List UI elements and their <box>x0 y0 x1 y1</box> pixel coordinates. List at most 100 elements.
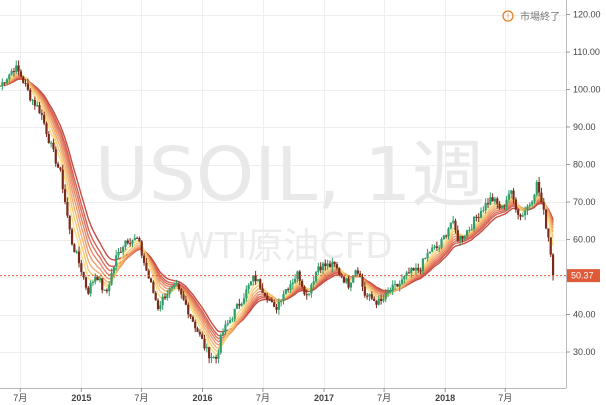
candle-body <box>142 255 146 263</box>
candle-body <box>145 262 148 271</box>
candle-body <box>208 347 211 359</box>
candle-body <box>210 357 213 359</box>
candle-body <box>526 206 529 211</box>
candle-body <box>442 235 445 240</box>
candle-body <box>82 271 85 278</box>
candle-body <box>240 303 243 306</box>
x-tick-label: 7月 <box>498 393 512 403</box>
ema-line <box>0 74 554 350</box>
candle-body <box>84 277 88 288</box>
candle-body <box>180 289 183 295</box>
candle-body <box>22 76 25 83</box>
y-tick-label: 70.00 <box>573 197 596 207</box>
candle-body <box>482 210 485 212</box>
candle-body <box>105 289 108 292</box>
candle-body <box>312 281 315 285</box>
candle-body <box>233 309 236 320</box>
candle-body <box>175 284 178 286</box>
candle-body <box>470 228 473 230</box>
candle-body <box>91 281 95 284</box>
candle-body <box>191 316 194 322</box>
candle-body <box>1 82 4 86</box>
candle-body <box>489 197 492 205</box>
candle-body <box>112 266 115 274</box>
candle-body <box>63 189 67 202</box>
candle-body <box>15 65 18 73</box>
candle-body <box>531 201 534 205</box>
candle-body <box>475 216 478 218</box>
candle-body <box>368 294 371 297</box>
candle-body <box>289 284 292 290</box>
candle-body <box>3 82 6 84</box>
candle-body <box>463 235 466 239</box>
candle-body <box>38 105 41 114</box>
candle-body <box>66 201 69 216</box>
candle-body <box>398 283 401 287</box>
candle-body <box>519 214 522 217</box>
candle-body <box>386 291 390 293</box>
candle-body <box>280 300 283 302</box>
y-tick-label: 100.00 <box>573 85 601 95</box>
candle-body <box>438 247 441 249</box>
candle-body <box>456 230 459 241</box>
candle-body <box>108 284 111 292</box>
candle-body <box>331 261 334 268</box>
candle-body <box>517 209 520 215</box>
candle-body <box>194 321 197 329</box>
candle-body <box>324 263 327 267</box>
market-status-label: 市場終了 <box>520 10 560 23</box>
candle-body <box>377 298 380 305</box>
candle-body <box>287 289 290 291</box>
candle-body <box>122 246 125 253</box>
candle-body <box>486 203 490 205</box>
candle-body <box>426 253 429 259</box>
y-tick-label: 80.00 <box>573 160 596 170</box>
candle-body <box>342 276 346 283</box>
candle-body <box>379 298 383 301</box>
candle-body <box>307 293 311 295</box>
market-status[interactable]: ! 市場終了 <box>502 10 560 23</box>
candle-body <box>201 334 204 339</box>
candle-body <box>117 251 120 256</box>
candle-body <box>449 222 452 229</box>
candle-body <box>540 192 543 203</box>
candle-body <box>98 278 102 281</box>
candle-body <box>421 258 425 271</box>
candle-body <box>419 270 422 272</box>
candle-body <box>228 320 232 324</box>
candle-body <box>0 85 2 87</box>
candle-body <box>345 278 348 283</box>
candle-body <box>382 299 385 301</box>
candle-body <box>252 275 255 282</box>
candle-body <box>396 283 399 287</box>
candle-body <box>126 240 129 244</box>
candle-body <box>454 220 457 231</box>
candle-body <box>300 280 304 287</box>
candle-body <box>87 287 90 294</box>
candle-body <box>77 251 81 264</box>
candle-body <box>498 203 501 209</box>
candle-body <box>219 335 222 353</box>
candle-body <box>384 292 387 300</box>
candle-body <box>166 293 169 299</box>
candle-body <box>129 243 132 245</box>
candle-body <box>189 314 192 317</box>
candle-body <box>259 279 262 289</box>
candle-body <box>303 286 306 295</box>
candle-body <box>459 236 462 241</box>
candle-body <box>528 204 531 207</box>
x-tick-label: 7月 <box>134 393 148 403</box>
candle-body <box>154 292 157 301</box>
candle-body <box>54 149 57 164</box>
candle-body <box>10 71 13 75</box>
candle-body <box>266 295 269 300</box>
candle-body <box>479 211 483 218</box>
candle-body <box>43 114 46 124</box>
candle-body <box>45 123 48 135</box>
candle-body <box>407 272 411 274</box>
candle-body <box>270 299 273 303</box>
candle-body <box>159 305 162 310</box>
candle-body <box>196 328 199 332</box>
candle-body <box>538 182 541 193</box>
